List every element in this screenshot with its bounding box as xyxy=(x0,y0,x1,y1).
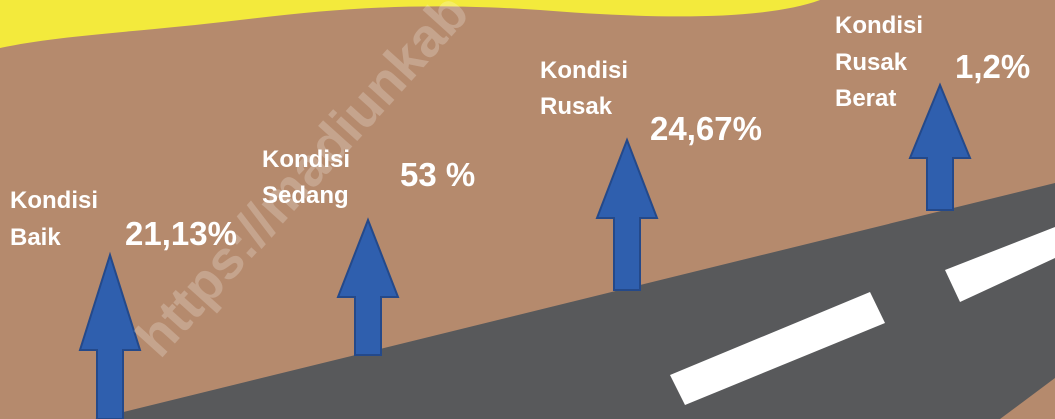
value: 1,2% xyxy=(955,48,1030,85)
label: Berat xyxy=(835,85,896,112)
label: Rusak xyxy=(835,49,908,76)
label: Kondisi xyxy=(835,12,923,39)
value: 24,67% xyxy=(650,110,762,147)
label: Rusak xyxy=(540,93,613,120)
label: Baik xyxy=(10,224,61,251)
value: 53 % xyxy=(400,156,475,193)
label: Kondisi xyxy=(262,146,350,173)
label: Kondisi xyxy=(10,187,98,214)
label: Sedang xyxy=(262,182,349,209)
infographic: https://madiunkab Kondisi Baik 21,13% Ko… xyxy=(0,0,1055,419)
value: 21,13% xyxy=(125,215,237,252)
label: Kondisi xyxy=(540,57,628,84)
